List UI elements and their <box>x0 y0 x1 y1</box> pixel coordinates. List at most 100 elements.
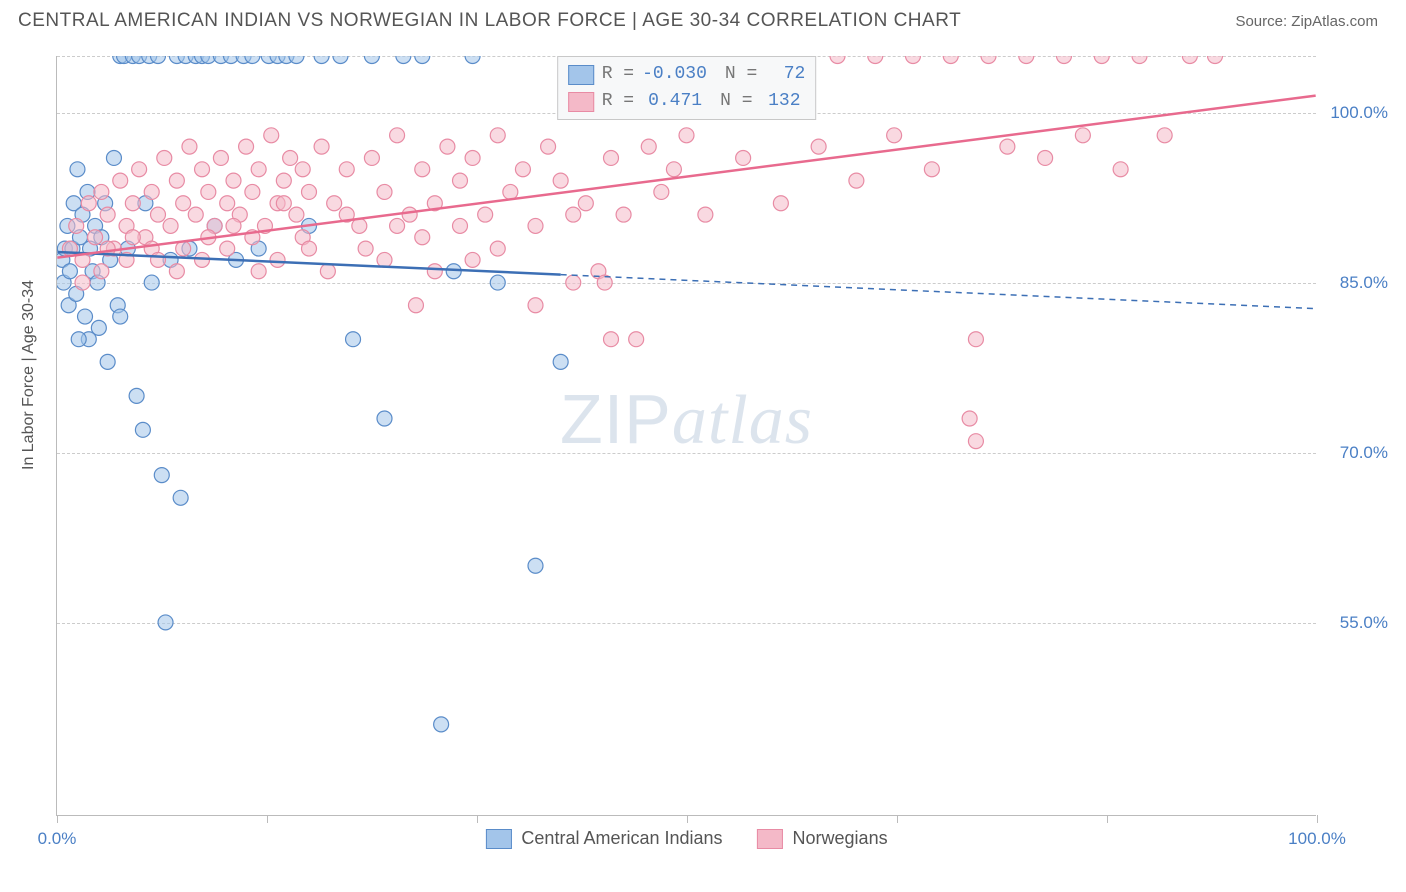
scatter-point <box>578 196 593 211</box>
scatter-point <box>251 264 266 279</box>
scatter-point <box>943 56 958 63</box>
scatter-point <box>251 162 266 177</box>
scatter-point <box>364 150 379 165</box>
scatter-point <box>163 218 178 233</box>
scatter-point <box>88 230 103 245</box>
r-value-blue: -0.030 <box>642 61 707 88</box>
scatter-point <box>981 56 996 63</box>
scatter-point <box>270 252 285 267</box>
scatter-point <box>478 207 493 222</box>
trendline-blue-dashed <box>561 275 1316 309</box>
chart-plot-area: ZIPatlas R = -0.030 N = 72 R = 0.471 N =… <box>56 56 1316 816</box>
legend-item-blue: Central American Indians <box>485 828 722 849</box>
x-tick <box>57 815 58 823</box>
scatter-point <box>402 207 417 222</box>
scatter-point <box>440 139 455 154</box>
scatter-point <box>169 173 184 188</box>
legend-swatch-blue-icon <box>485 829 511 849</box>
scatter-point <box>641 139 656 154</box>
scatter-point <box>245 184 260 199</box>
scatter-point <box>453 173 468 188</box>
scatter-point <box>490 275 505 290</box>
scatter-point <box>377 184 392 199</box>
scatter-point <box>113 309 128 324</box>
scatter-point <box>541 139 556 154</box>
r-label: R = <box>602 61 634 88</box>
scatter-point <box>968 332 983 347</box>
scatter-point <box>566 275 581 290</box>
scatter-point <box>490 241 505 256</box>
scatter-point <box>528 558 543 573</box>
x-tick-label: 0.0% <box>38 829 77 849</box>
scatter-point <box>408 298 423 313</box>
scatter-point <box>1094 56 1109 63</box>
scatter-point <box>1182 56 1197 63</box>
scatter-point <box>100 354 115 369</box>
scatter-point <box>453 218 468 233</box>
x-tick-label: 100.0% <box>1288 829 1346 849</box>
scatter-point <box>151 252 166 267</box>
scatter-point <box>226 173 241 188</box>
scatter-point <box>434 717 449 732</box>
scatter-point <box>503 184 518 199</box>
scatter-point <box>1075 128 1090 143</box>
scatter-point <box>144 184 159 199</box>
scatter-point <box>679 128 694 143</box>
scatter-point <box>158 615 173 630</box>
scatter-point <box>346 332 361 347</box>
scatter-point <box>1208 56 1223 63</box>
y-tick-label: 100.0% <box>1330 103 1388 123</box>
scatter-point <box>173 490 188 505</box>
scatter-point <box>327 196 342 211</box>
scatter-point <box>906 56 921 63</box>
scatter-point <box>654 184 669 199</box>
scatter-point <box>553 354 568 369</box>
scatter-point <box>465 150 480 165</box>
legend-swatch-pink <box>568 92 594 112</box>
scatter-point <box>773 196 788 211</box>
scatter-point <box>239 139 254 154</box>
source-citation: Source: ZipAtlas.com <box>1235 13 1378 30</box>
scatter-point <box>465 56 480 63</box>
scatter-point <box>70 162 85 177</box>
scatter-point <box>314 56 329 63</box>
scatter-point <box>283 150 298 165</box>
scatter-point <box>629 332 644 347</box>
legend-row-pink: R = 0.471 N = 132 <box>568 88 806 115</box>
scatter-point <box>226 218 241 233</box>
scatter-point <box>302 184 317 199</box>
scatter-point <box>849 173 864 188</box>
scatter-point <box>78 309 93 324</box>
scatter-point <box>515 162 530 177</box>
scatter-point <box>132 162 147 177</box>
scatter-point <box>195 162 210 177</box>
scatter-point <box>62 264 77 279</box>
scatter-point <box>698 207 713 222</box>
scatter-point <box>390 218 405 233</box>
scatter-point <box>811 139 826 154</box>
scatter-point <box>94 264 109 279</box>
scatter-point <box>81 196 96 211</box>
scatter-point <box>390 128 405 143</box>
scatter-point <box>415 230 430 245</box>
scatter-point <box>154 468 169 483</box>
y-tick-label: 70.0% <box>1340 443 1388 463</box>
scatter-point <box>377 252 392 267</box>
scatter-point <box>616 207 631 222</box>
scatter-point <box>201 184 216 199</box>
y-tick-label: 55.0% <box>1340 613 1388 633</box>
scatter-point <box>220 196 235 211</box>
scatter-point <box>151 207 166 222</box>
r-value-pink: 0.471 <box>642 88 702 115</box>
scatter-point <box>302 241 317 256</box>
scatter-point <box>295 162 310 177</box>
scatter-point <box>176 196 191 211</box>
y-tick-label: 85.0% <box>1340 273 1388 293</box>
scatter-point <box>604 150 619 165</box>
legend-swatch-blue <box>568 65 594 85</box>
scatter-point <box>962 411 977 426</box>
x-tick <box>477 815 478 823</box>
scatter-point <box>528 218 543 233</box>
legend-label-pink: Norwegians <box>793 828 888 849</box>
scatter-point <box>604 332 619 347</box>
